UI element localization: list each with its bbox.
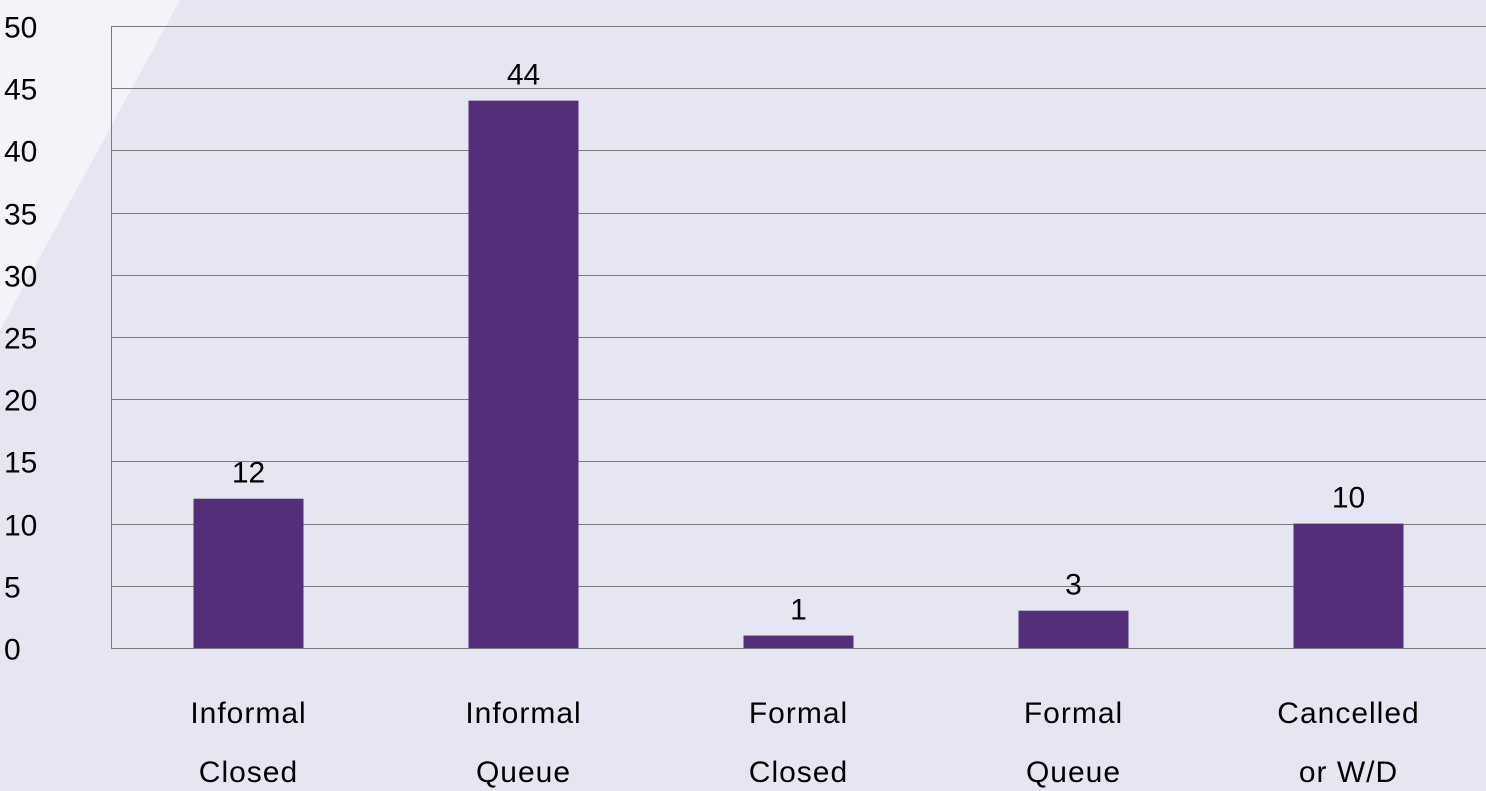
y-tick-label: 30 — [4, 261, 37, 294]
y-tick-label: 45 — [4, 74, 37, 107]
data-label: 1 — [790, 594, 807, 627]
category-label: Informal Closed — [190, 697, 306, 789]
y-tick-label: 40 — [4, 136, 37, 169]
category-labels: Informal Closed Informal Queue Formal Closed F… — [190, 697, 1419, 789]
category-label: Formal Queue — [1024, 697, 1123, 789]
y-tick-label: 10 — [4, 510, 37, 543]
gridlines — [111, 26, 1486, 649]
bar — [193, 498, 304, 648]
y-tick-label: 0 — [4, 634, 21, 667]
y-tick-label: 5 — [4, 572, 21, 605]
y-tick-label: 15 — [4, 447, 37, 480]
y-tick-label: 50 — [4, 12, 37, 45]
data-label: 12 — [232, 457, 265, 490]
bar — [743, 635, 854, 648]
background-accent-shape — [0, 0, 180, 330]
data-label: 3 — [1065, 569, 1082, 602]
data-label: 10 — [1332, 482, 1365, 515]
bar — [1293, 523, 1404, 648]
category-label: Formal Closed — [749, 697, 848, 789]
data-labels: 12 44 1 3 10 — [232, 59, 1365, 627]
y-tick-label: 20 — [4, 385, 37, 418]
y-axis-tick-labels: 0 5 10 15 20 25 30 35 40 45 50 — [4, 12, 37, 667]
bars — [193, 100, 1404, 648]
category-label: Cancelled or W/D — [1277, 697, 1419, 789]
y-tick-label: 35 — [4, 199, 37, 232]
bar — [1018, 610, 1129, 648]
category-label: Informal Queue — [465, 697, 581, 789]
data-label: 44 — [507, 59, 540, 92]
bar — [468, 100, 579, 648]
y-tick-label: 25 — [4, 323, 37, 356]
